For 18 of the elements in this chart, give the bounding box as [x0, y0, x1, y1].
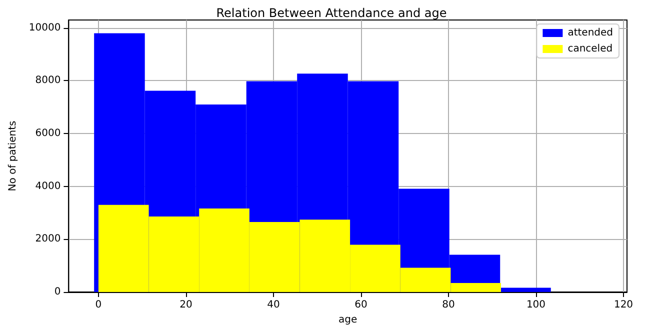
x-tick-label: 60 — [354, 300, 368, 310]
x-axis-title: age — [338, 314, 358, 326]
x-tick-label: 100 — [526, 300, 546, 310]
x-tick-label: 40 — [267, 300, 280, 310]
y-tick-label: 0 — [54, 286, 61, 298]
y-tick-label: 10000 — [28, 22, 61, 34]
x-tick-label: 80 — [442, 300, 455, 310]
legend-label: attended — [568, 28, 614, 38]
y-axis-title: No of patients — [8, 120, 18, 192]
legend-label: canceled — [568, 44, 613, 54]
chart-title: Relation Between Attendance and age — [216, 6, 447, 20]
y-tick-label: 8000 — [35, 75, 61, 86]
x-tick-label: 20 — [180, 300, 192, 310]
y-tick-label: 2000 — [35, 234, 61, 245]
x-tick-label: 0 — [95, 300, 102, 310]
x-tick-label: 120 — [614, 300, 634, 310]
y-tick-label: 6000 — [35, 128, 61, 140]
y-tick-label: 4000 — [35, 180, 61, 192]
